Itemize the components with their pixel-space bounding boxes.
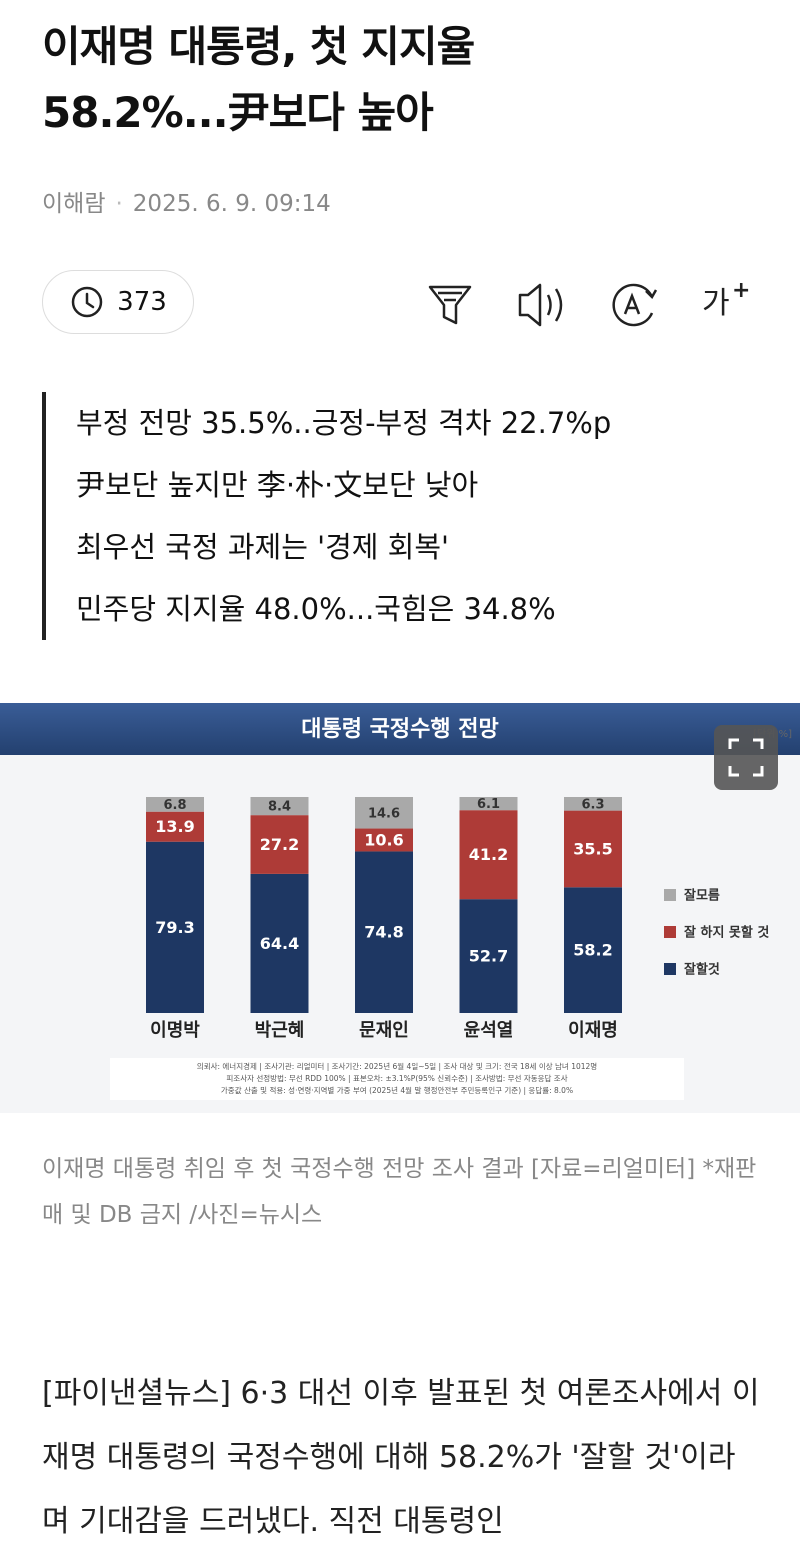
chart-image: 대통령 국정수행 전망 [단위 %] 79.313.96.8이명박64.427.… xyxy=(0,703,800,1113)
summary-line: 민주당 지지율 48.0%...국힘은 34.8% xyxy=(76,592,556,626)
legend-swatch xyxy=(664,889,676,901)
value-label: 6.3 xyxy=(581,797,604,812)
footnote-box xyxy=(110,1058,684,1100)
bar-segment xyxy=(250,815,309,874)
category-label: 문재인 xyxy=(359,1020,409,1041)
value-label: 10.6 xyxy=(364,830,403,849)
bar-segment xyxy=(459,810,518,900)
category-label: 윤석열 xyxy=(464,1020,514,1041)
category-label: 박근혜 xyxy=(255,1020,305,1041)
bar-segment xyxy=(459,797,518,811)
translate-button[interactable] xyxy=(612,283,658,327)
headline-line: 58.2%...尹보다 높아 xyxy=(42,88,434,137)
value-label: 74.8 xyxy=(364,923,403,942)
bar-segment xyxy=(250,873,309,1013)
value-label: 13.9 xyxy=(155,817,194,836)
value-label: 52.7 xyxy=(469,947,508,966)
value-label: 6.1 xyxy=(477,797,500,812)
summary: 부정 전망 35.5%..긍정-부정 격차 22.7%p 尹보단 높지만 李·朴… xyxy=(42,392,611,640)
bar-segment xyxy=(146,797,204,812)
figure-caption: 이재명 대통령 취임 후 첫 국정수행 전망 조사 결과 [자료=리얼미터] *… xyxy=(42,1156,757,1228)
chart-title: 대통령 국정수행 전망 xyxy=(301,717,498,742)
legend-swatch xyxy=(664,926,676,938)
legend-label: 잘할것 xyxy=(684,962,720,978)
bar-segment xyxy=(459,899,518,1013)
font-button[interactable]: 가 + xyxy=(702,278,750,321)
article-body: [파이낸셜뉴스] 6·3 대선 이후 발표된 첫 여론조사에서 이재명 대통령의… xyxy=(42,1376,760,1539)
value-label: 35.5 xyxy=(573,839,612,858)
summary-line: 최우선 국정 과제는 '경제 회복' xyxy=(76,530,449,564)
summary-button[interactable] xyxy=(428,285,472,325)
value-label: 14.6 xyxy=(368,806,400,821)
separator: · xyxy=(115,191,123,217)
bar-segment xyxy=(564,797,622,811)
value-label: 6.8 xyxy=(163,798,186,813)
footnote-line: 의뢰사: 에너지경제 | 조사기관: 리얼미터 | 조사기간: 2025년 6월… xyxy=(197,1061,597,1071)
bar-segment xyxy=(355,828,413,852)
font-plus: + xyxy=(732,278,750,303)
value-label: 58.2 xyxy=(573,941,612,960)
legend-label: 잘모름 xyxy=(684,889,720,904)
bar-segment xyxy=(355,797,413,829)
value-label: 41.2 xyxy=(469,845,508,864)
headline-line: 이재명 대통령, 첫 지지율 xyxy=(42,22,475,71)
expand-button[interactable] xyxy=(714,725,778,790)
bar-segment xyxy=(564,887,622,1013)
bar-segment xyxy=(355,851,413,1013)
font-glyph: 가 xyxy=(702,286,730,321)
summary-line: 부정 전망 35.5%..긍정-부정 격차 22.7%p xyxy=(76,406,612,440)
chart-header xyxy=(0,703,800,755)
footnote-line: 가중값 산출 및 적용: 성·연령·지역별 가중 부여 (2025년 4월 말 … xyxy=(221,1085,573,1095)
view-count: 373 xyxy=(42,270,194,334)
legend-label: 잘 하지 못할 것 xyxy=(684,925,769,941)
headline: 이재명 대통령, 첫 지지율 58.2%...尹보다 높아 xyxy=(42,14,475,146)
category-label: 이명박 xyxy=(150,1020,200,1041)
byline: 이해람 · 2025. 6. 9. 09:14 xyxy=(42,184,331,218)
bar-segment xyxy=(564,810,622,888)
summary-line: 尹보단 높지만 李·朴·文보단 낮아 xyxy=(76,468,479,502)
clock-icon xyxy=(71,286,103,318)
bar-segment xyxy=(146,811,204,842)
bar-segment xyxy=(146,841,204,1013)
value-label: 27.2 xyxy=(260,835,299,854)
category-label: 이재명 xyxy=(568,1020,618,1041)
value-label: 64.4 xyxy=(260,934,299,953)
footnote-line: 피조사자 선정방법: 무선 RDD 100% | 표본오차: ±3.1%P(95… xyxy=(226,1073,567,1083)
listen-button[interactable] xyxy=(518,283,563,327)
toolbar: 가 + xyxy=(428,278,750,327)
value-label: 79.3 xyxy=(155,918,194,937)
author: 이해람 xyxy=(42,191,106,217)
view-number: 373 xyxy=(117,287,167,317)
value-label: 8.4 xyxy=(268,800,291,815)
legend-swatch xyxy=(664,963,676,975)
bar-segment xyxy=(250,797,309,816)
date: 2025. 6. 9. 09:14 xyxy=(132,191,331,217)
